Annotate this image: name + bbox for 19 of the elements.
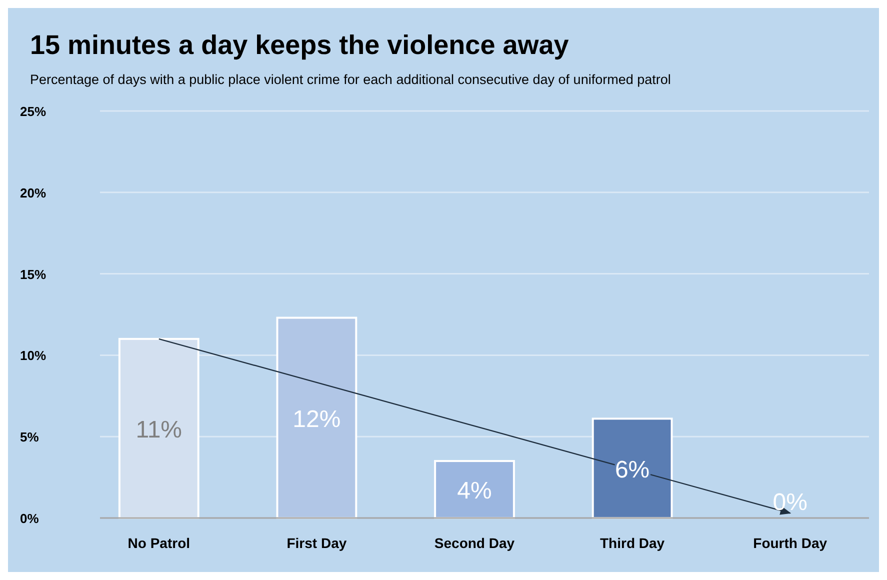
data-label: 11% (136, 416, 182, 444)
x-tick-label: Third Day (600, 535, 665, 551)
x-tick-label: First Day (286, 535, 347, 551)
data-label: 12% (292, 406, 341, 433)
y-tick-label: 0% (20, 511, 40, 526)
x-tick-label: No Patrol (128, 535, 190, 551)
y-tick-label: 20% (20, 185, 46, 200)
y-tick-label: 5% (20, 430, 40, 445)
chart-title: 15 minutes a day keeps the violence away (30, 30, 569, 60)
x-tick-label: Second Day (434, 535, 515, 551)
data-label: 4% (457, 478, 492, 505)
bar (592, 418, 673, 519)
y-tick-label: 10% (20, 348, 46, 364)
chart-subtitle: Percentage of days with a public place violent crime for each additional consecutive day of uniformed patrol (30, 72, 671, 87)
y-tick-label: 25% (20, 104, 46, 119)
bar (276, 316, 358, 519)
x-tick-label: Fourth Day (753, 535, 828, 551)
data-label: 0% (772, 489, 808, 516)
y-tick-label: 15% (20, 266, 46, 282)
